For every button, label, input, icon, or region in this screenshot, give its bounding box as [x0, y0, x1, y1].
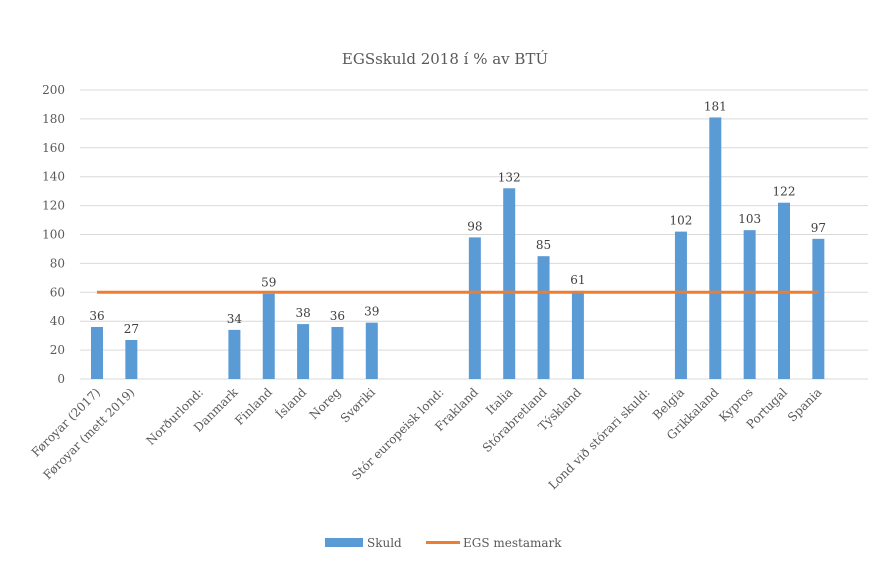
data-labels: 36 27 34 59 38 36 39 98 132 85 61 102 181 103 122 97 [89, 99, 826, 336]
x-axis-label: Finland [232, 385, 275, 428]
bar [91, 326, 103, 379]
bar [365, 322, 378, 379]
y-tick-label: 0 [57, 372, 65, 386]
y-tick-label: 200 [42, 83, 65, 97]
bar [709, 117, 722, 379]
chart-title: EGSskuld 2018 í % av BTÚ [342, 50, 548, 68]
data-label: 61 [570, 273, 585, 287]
data-label: 102 [669, 214, 692, 228]
legend-label-skuld: Skuld [367, 536, 402, 550]
x-axis-label: Spania [785, 385, 824, 424]
bar [743, 230, 756, 379]
data-label: 103 [738, 212, 761, 226]
data-label: 59 [261, 276, 276, 290]
data-label: 97 [811, 221, 826, 235]
data-label: 36 [330, 309, 345, 323]
bar [503, 188, 516, 379]
legend-label-egs-mestamark: EGS mestamark [463, 536, 562, 550]
y-tick-label: 160 [42, 141, 65, 155]
data-label: 122 [773, 185, 796, 199]
bar [674, 231, 687, 379]
y-tick-label: 20 [50, 343, 65, 357]
bar [125, 339, 138, 379]
bar [468, 237, 481, 379]
data-label: 98 [467, 219, 482, 233]
bar [537, 256, 550, 379]
data-label: 36 [89, 309, 104, 323]
x-axis-label: Svøriki [338, 385, 378, 425]
y-axis-ticks: 0 20 40 60 80 100 120 140 160 180 200 [42, 83, 65, 386]
bar [297, 324, 310, 379]
x-axis-label: Norðurlond: [143, 385, 206, 448]
data-label: 34 [227, 312, 243, 326]
bars [91, 117, 825, 379]
x-axis-label: Italia [483, 385, 515, 417]
legend: Skuld EGS mestamark [325, 536, 562, 550]
data-label: 38 [295, 306, 310, 320]
data-label: 85 [536, 238, 551, 252]
y-tick-label: 80 [50, 256, 65, 270]
bar [812, 238, 825, 379]
bar [228, 329, 241, 379]
data-label: 39 [364, 305, 379, 319]
x-axis-labels: Føroyar (2017)Føroyar (mett 2019) Norðurl… [29, 384, 825, 492]
data-label: 132 [498, 170, 521, 184]
data-label: 27 [124, 322, 139, 336]
y-tick-label: 180 [42, 112, 65, 126]
y-tick-label: 140 [42, 170, 65, 184]
bar [571, 290, 584, 379]
bar [331, 326, 344, 379]
legend-swatch-skuld [325, 538, 363, 547]
y-tick-label: 120 [42, 199, 65, 213]
y-tick-label: 100 [42, 228, 65, 242]
y-tick-label: 60 [50, 285, 65, 299]
y-tick-label: 40 [50, 314, 65, 328]
bar [262, 293, 275, 379]
data-label: 181 [704, 99, 727, 113]
x-axis-label: Ísland [272, 384, 309, 421]
